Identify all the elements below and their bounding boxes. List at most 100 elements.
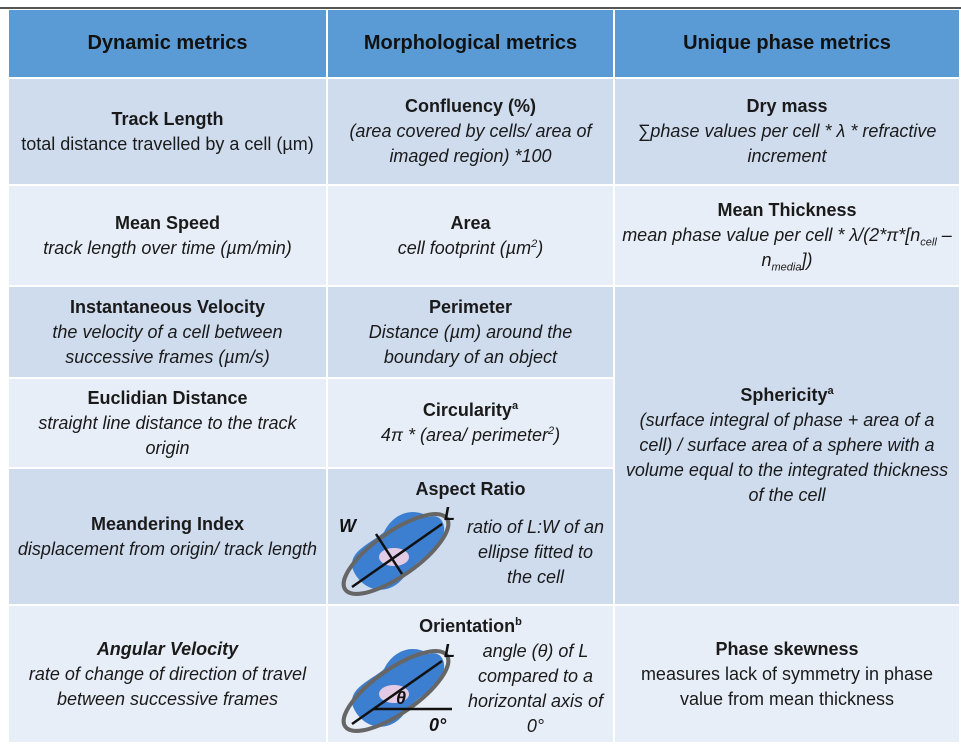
figure-label: L xyxy=(444,641,455,661)
text: – n xyxy=(761,225,952,270)
table-cell: Track Length total distance travelled by … xyxy=(9,79,326,184)
supscript: 2 xyxy=(531,237,538,250)
cell-desc: cell footprint (µm2) xyxy=(398,236,544,261)
text: ratio of L:W of an ellipse fitted to the… xyxy=(466,516,605,587)
cell-title: Circularitya xyxy=(423,398,518,423)
figure-label: 0° xyxy=(429,715,447,735)
table-cell: Dry mass ∑phase values per cell * λ * ref… xyxy=(615,79,959,184)
text: Confluency (%) xyxy=(404,96,536,116)
text: (area covered by cells/ area of imaged r… xyxy=(349,121,592,166)
table-cell: Area cell footprint (µm2) xyxy=(328,186,613,285)
supscript: 2 xyxy=(548,425,555,437)
text: Mean Thickness xyxy=(717,200,857,220)
text: (surface integral of phase + area of a c… xyxy=(625,410,949,505)
text: ∑phase values per cell * λ * refractive … xyxy=(637,121,937,166)
text: Orientation xyxy=(419,616,516,636)
cell-title: Mean Speed xyxy=(115,211,220,236)
supscript: a xyxy=(827,385,834,397)
cell-title: Orientationb xyxy=(419,614,522,639)
cell-figure: WL xyxy=(339,504,455,596)
cell-desc: angle (θ) of L compared to a horizontal … xyxy=(464,639,607,739)
subscript: cell xyxy=(920,236,937,249)
cell-title: Instantaneous Velocity xyxy=(70,295,265,320)
cell-title: Aspect Ratio xyxy=(415,477,525,502)
cell-desc: (surface integral of phase + area of a c… xyxy=(621,408,953,508)
cell-title: Phase skewness xyxy=(715,637,858,662)
cell-title: Sphericitya xyxy=(740,383,833,408)
cell-figure: Lθ 0° xyxy=(341,641,455,735)
text: Angular Velocity xyxy=(96,638,239,659)
cell-title: Perimeter xyxy=(429,295,512,320)
text: Instantaneous Velocity xyxy=(69,296,266,317)
supscript: b xyxy=(515,616,522,628)
cell-desc: Distance (µm) around the boundary of an … xyxy=(334,320,607,370)
table-cell: Meandering Index displacement from origin… xyxy=(9,469,326,604)
cell-title: Dry mass xyxy=(746,94,827,119)
text: Perimeter xyxy=(428,296,513,317)
cell-desc: displacement from origin/ track length xyxy=(18,537,317,562)
cell-title: Mean Thickness xyxy=(717,198,856,223)
text: cell footprint (µm xyxy=(397,237,532,258)
text: straight line distance to the track orig… xyxy=(38,412,297,458)
cell-desc: total distance travelled by a cell (µm) xyxy=(21,132,314,157)
cell-desc: measures lack of symmetry in phase value… xyxy=(621,662,953,712)
text: Phase skewness xyxy=(715,638,859,659)
text: 4π * (area/ perimeter xyxy=(380,425,548,445)
supscript: a xyxy=(511,400,519,412)
length-arrow xyxy=(351,522,443,589)
table-cell: Circularitya 4π * (area/ perimeter2) xyxy=(328,379,613,467)
header-cell: Morphological metrics xyxy=(328,10,613,77)
text: Sphericity xyxy=(740,385,828,405)
fitted-ellipse xyxy=(341,512,451,596)
subscript: media xyxy=(771,261,802,274)
text: measures lack of symmetry in phase value… xyxy=(640,663,934,709)
text: angle (θ) of L compared to a horizontal … xyxy=(467,641,604,736)
length-arrow xyxy=(351,659,443,726)
text: Area xyxy=(450,212,491,233)
cell-desc: mean phase value per cell * λ/(2*π*[ncel… xyxy=(621,223,953,273)
table-cell: Mean Speed track length over time (µm/min… xyxy=(9,186,326,285)
cell-title: Angular Velocity xyxy=(97,637,238,662)
cell-desc: straight line distance to the track orig… xyxy=(15,411,320,461)
cell-desc: the velocity of a cell between successiv… xyxy=(15,320,320,370)
text: ) xyxy=(537,237,544,258)
text: Aspect Ratio xyxy=(415,479,526,499)
text: Meandering Index xyxy=(90,513,245,534)
text: ]) xyxy=(801,250,813,270)
header-cell: Unique phase metrics xyxy=(615,10,959,77)
table-cell: Instantaneous Velocity the velocity of a … xyxy=(9,287,326,377)
text: total distance travelled by a cell (µm) xyxy=(21,133,314,154)
top-rule xyxy=(0,7,961,9)
figure-label: θ xyxy=(396,688,406,708)
cell-desc: ratio of L:W of an ellipse fitted to the… xyxy=(464,515,607,590)
text: rate of change of direction of travel be… xyxy=(28,663,307,709)
text: ) xyxy=(554,425,561,445)
header-cell: Dynamic metrics xyxy=(9,10,326,77)
text: Euclidian Distance xyxy=(87,387,248,408)
cell-desc: ∑phase values per cell * λ * refractive … xyxy=(621,119,953,169)
table-cell: Euclidian Distance straight line distance… xyxy=(9,379,326,467)
figure-label: W xyxy=(339,516,358,536)
text: Dry mass xyxy=(746,96,828,116)
cell-title: Track Length xyxy=(111,107,223,132)
cell-desc: (area covered by cells/ area of imaged r… xyxy=(334,119,607,169)
width-arrow xyxy=(374,533,404,575)
cell-desc: track length over time (µm/min) xyxy=(43,236,291,261)
cell-title: Area xyxy=(450,211,490,236)
cell-title: Confluency (%) xyxy=(405,94,536,119)
cell-title: Euclidian Distance xyxy=(87,386,247,411)
figure-label: L xyxy=(444,504,455,524)
cell-desc: rate of change of direction of travel be… xyxy=(15,662,320,712)
text: the velocity of a cell between successiv… xyxy=(52,321,283,367)
text: Mean Speed xyxy=(114,212,221,233)
table-cell: Phase skewness measures lack of symmetry … xyxy=(615,606,959,742)
text: displacement from origin/ track length xyxy=(17,538,318,559)
text: Circularity xyxy=(422,400,512,420)
table-cell: Sphericitya (surface integral of phase + … xyxy=(615,287,959,604)
cell-title: Meandering Index xyxy=(91,512,244,537)
